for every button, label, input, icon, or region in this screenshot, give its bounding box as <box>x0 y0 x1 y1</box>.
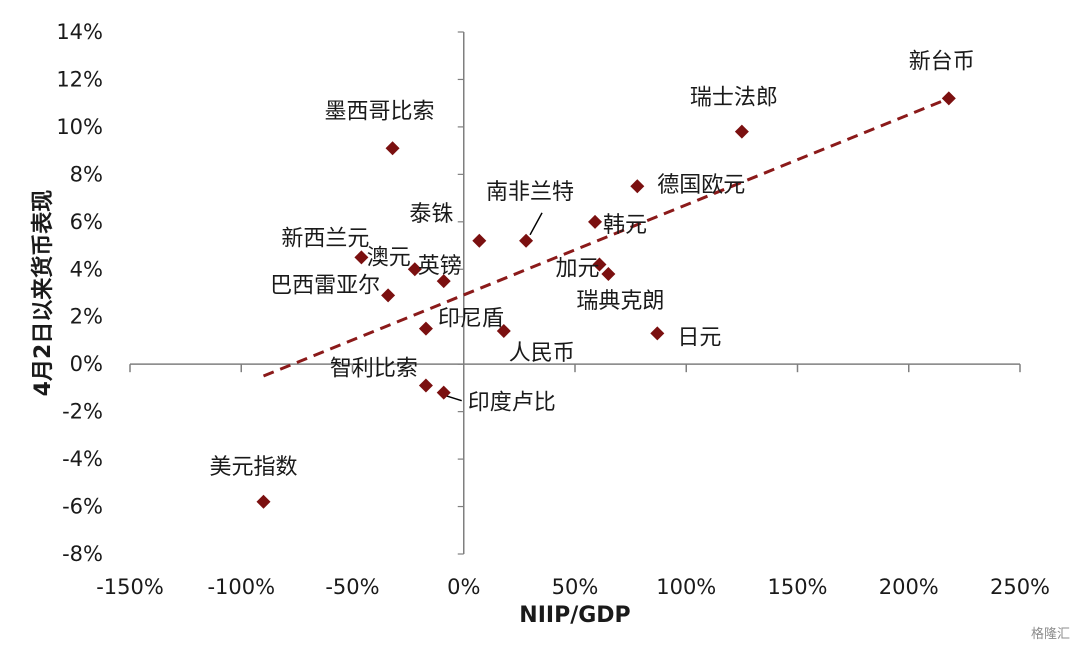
x-tick-label: -150% <box>96 575 164 599</box>
y-tick-label: 12% <box>56 67 103 91</box>
y-tick-label: -2% <box>62 400 103 424</box>
data-point <box>418 378 433 393</box>
watermark: 格隆汇 <box>1030 627 1070 642</box>
x-tick-label: 150% <box>767 575 827 599</box>
data-point <box>630 179 645 194</box>
data-point <box>941 91 956 106</box>
leader-line <box>445 394 462 402</box>
point-label: 澳元 <box>367 245 411 270</box>
x-tick-label: 100% <box>656 575 716 599</box>
point-label: 瑞典克朗 <box>576 289 664 314</box>
point-label: 墨西哥比索 <box>325 99 435 124</box>
data-point <box>472 233 487 248</box>
point-label: 加元 <box>555 257 599 282</box>
x-tick-label: 50% <box>552 575 599 599</box>
point-label: 人民币 <box>509 341 575 366</box>
y-tick-label: 14% <box>56 20 103 44</box>
data-point <box>734 124 749 139</box>
trend-line <box>262 97 950 378</box>
y-tick-label: -6% <box>62 495 103 519</box>
point-label: 英镑 <box>418 254 462 279</box>
y-tick-label: -8% <box>62 542 103 566</box>
data-point <box>588 214 603 229</box>
y-tick-label: 4% <box>70 257 103 281</box>
x-tick-label: 250% <box>990 575 1050 599</box>
x-tick-label: -100% <box>207 575 275 599</box>
point-label: 新西兰元 <box>281 226 369 251</box>
data-point <box>381 288 396 303</box>
data-point <box>601 267 616 282</box>
y-tick-label: 2% <box>70 305 103 329</box>
y-tick-label: 10% <box>56 115 103 139</box>
y-tick-label: 6% <box>70 210 103 234</box>
data-point <box>496 323 511 338</box>
data-point <box>519 233 534 248</box>
data-point <box>385 141 400 156</box>
point-label: 美元指数 <box>210 455 298 480</box>
data-point <box>436 385 451 400</box>
point-label: 印度卢比 <box>468 391 556 416</box>
point-label: 巴西雷亚尔 <box>270 273 380 298</box>
point-label: 泰铢 <box>409 202 453 227</box>
point-label: 智利比索 <box>330 357 418 382</box>
point-label: 日元 <box>677 325 721 350</box>
data-point <box>354 250 369 265</box>
point-label: 新台币 <box>909 49 975 74</box>
x-tick-label: -50% <box>325 575 379 599</box>
data-point <box>407 262 422 277</box>
y-axis-title: 4月2日以来货币表现 <box>30 190 56 397</box>
point-label: 南非兰特 <box>486 180 574 205</box>
leader-line <box>529 212 543 236</box>
data-point <box>436 274 451 289</box>
point-label: 德国欧元 <box>657 173 745 198</box>
point-label: 瑞士法郎 <box>690 86 778 111</box>
data-point <box>418 321 433 336</box>
x-tick-label: 200% <box>879 575 939 599</box>
y-tick-label: 0% <box>70 352 103 376</box>
y-tick-label: 8% <box>70 162 103 186</box>
x-axis-title: NIIP/GDP <box>519 603 630 628</box>
point-label: 印尼盾 <box>438 307 504 332</box>
point-label: 韩元 <box>603 213 647 238</box>
data-point <box>650 326 665 341</box>
x-tick-label: 0% <box>447 575 480 599</box>
data-point <box>256 494 271 509</box>
y-tick-label: -4% <box>62 447 103 471</box>
data-point <box>592 257 607 272</box>
